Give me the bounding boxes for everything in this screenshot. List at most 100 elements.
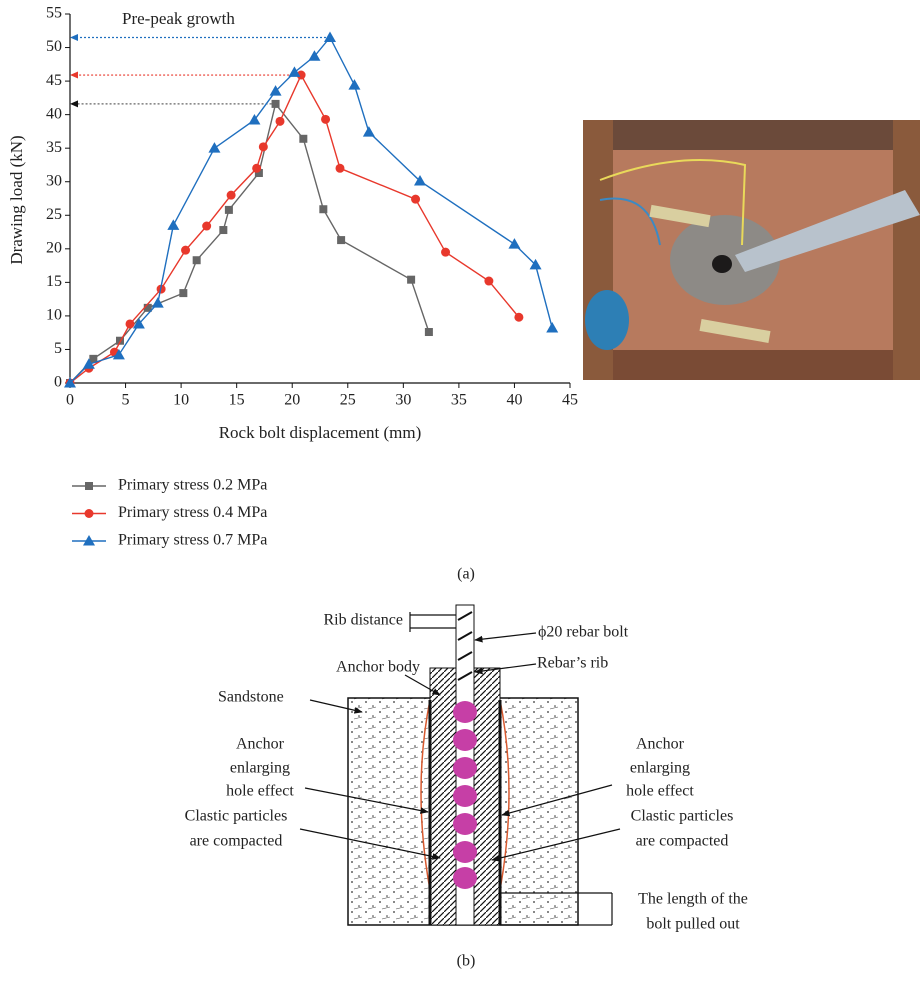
- data-point: [269, 85, 282, 96]
- diagram-label: Clastic particles: [631, 808, 734, 825]
- data-point: [337, 236, 346, 245]
- peak-arrowhead: [70, 71, 78, 79]
- data-point: [254, 169, 263, 178]
- legend-marker: [85, 482, 93, 490]
- y-tick-label: 0: [54, 374, 62, 391]
- data-point: [226, 190, 236, 200]
- diagram-label: bolt pulled out: [646, 916, 740, 933]
- legend-label: Primary stress 0.7 MPa: [118, 532, 267, 549]
- diagram-label: are compacted: [636, 833, 729, 850]
- diagram-label: The length of the: [638, 891, 748, 908]
- peak-arrowhead: [70, 100, 78, 108]
- data-point: [192, 256, 201, 265]
- data-point: [64, 377, 76, 388]
- data-point: [125, 319, 135, 329]
- diagram-label: Clastic particles: [185, 808, 288, 825]
- y-tick-label: 5: [54, 340, 62, 357]
- diagram-label: hole effect: [626, 783, 694, 800]
- x-tick-label: 30: [395, 392, 411, 409]
- data-point: [224, 205, 233, 214]
- x-tick-label: 10: [173, 392, 189, 409]
- x-tick-label: 25: [340, 392, 356, 409]
- data-point: [112, 348, 125, 360]
- diagram-label: are compacted: [190, 833, 283, 850]
- diagram-label: Anchor: [636, 736, 685, 753]
- data-point: [529, 258, 542, 270]
- y-tick-label: 35: [46, 139, 62, 156]
- data-point: [208, 142, 221, 153]
- data-point: [179, 289, 188, 298]
- data-point: [202, 221, 212, 231]
- data-point: [89, 354, 98, 363]
- data-point: [514, 312, 524, 322]
- data-point: [546, 321, 559, 333]
- data-point: [362, 126, 375, 137]
- y-tick-label: 20: [46, 239, 62, 256]
- diagram-label: enlarging: [630, 760, 690, 777]
- data-point: [258, 142, 268, 152]
- data-point: [132, 317, 145, 329]
- annotation: Pre-peak growth: [122, 9, 235, 28]
- y-tick-label: 10: [46, 307, 62, 324]
- diagram-label: Sandstone: [218, 689, 284, 706]
- y-tick-label: 55: [46, 5, 62, 22]
- y-axis-label: Drawing load (kN): [7, 135, 26, 264]
- data-point: [219, 226, 228, 235]
- legend-marker: [84, 509, 94, 518]
- diagram-label: hole effect: [226, 783, 294, 800]
- data-point: [252, 163, 262, 173]
- diagram-label: Anchor body: [336, 659, 420, 676]
- data-point: [151, 297, 164, 308]
- x-tick-label: 40: [506, 392, 522, 409]
- data-point: [288, 66, 301, 77]
- legend-label: Primary stress 0.4 MPa: [118, 504, 267, 521]
- y-tick-label: 45: [46, 72, 62, 89]
- y-tick-label: 30: [46, 172, 62, 189]
- data-point: [484, 276, 494, 286]
- diagram-label: Rib distance: [323, 612, 403, 629]
- data-point: [248, 114, 261, 125]
- data-point: [299, 134, 308, 143]
- diagram: [299, 604, 621, 926]
- x-tick-label: 5: [122, 392, 130, 409]
- x-axis-label: Rock bolt displacement (mm): [219, 423, 422, 442]
- data-point: [407, 275, 416, 284]
- caption: (a): [457, 566, 475, 583]
- y-tick-label: 15: [46, 273, 62, 290]
- x-tick-label: 45: [562, 392, 578, 409]
- data-point: [167, 219, 180, 230]
- photo: [583, 120, 920, 380]
- diagram-label: enlarging: [230, 760, 290, 777]
- legend-marker: [83, 535, 95, 546]
- data-point: [441, 247, 451, 257]
- data-point: [82, 358, 95, 369]
- data-point: [324, 31, 336, 42]
- data-point: [181, 245, 191, 255]
- data-point: [414, 175, 426, 186]
- data-point: [319, 205, 328, 214]
- diagram-label: Rebar’s rib: [537, 655, 608, 672]
- data-point: [508, 238, 521, 249]
- legend-label: Primary stress 0.2 MPa: [118, 477, 267, 494]
- x-tick-label: 15: [229, 392, 245, 409]
- data-point: [308, 50, 321, 61]
- data-point: [348, 79, 361, 90]
- data-point: [411, 194, 421, 204]
- series-line: [69, 36, 553, 384]
- x-tick-label: 0: [66, 392, 74, 409]
- data-point: [424, 328, 433, 337]
- data-point: [143, 303, 152, 312]
- series-line: [69, 73, 520, 384]
- y-tick-label: 40: [46, 105, 62, 122]
- diagram-label: ϕ20 rebar bolt: [538, 624, 629, 641]
- x-tick-label: 35: [451, 392, 467, 409]
- data-point: [335, 163, 345, 173]
- diagram-label: Anchor: [236, 736, 285, 753]
- x-tick-label: 20: [284, 392, 300, 409]
- data-point: [275, 116, 285, 126]
- peak-arrowhead: [70, 33, 78, 41]
- y-tick-label: 25: [46, 206, 62, 223]
- caption: (b): [457, 953, 476, 970]
